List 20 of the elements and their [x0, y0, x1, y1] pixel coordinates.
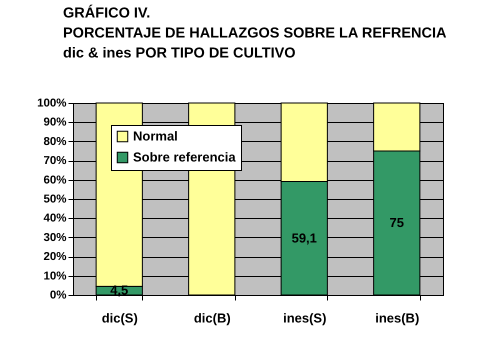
y-tick-label: 60%: [43, 174, 66, 186]
y-tick-label: 20%: [43, 251, 66, 264]
y-tick-label: 90%: [43, 116, 66, 129]
data-label: 59,1: [292, 230, 317, 246]
legend-label: Sobre referencia: [133, 150, 236, 164]
y-tick-label: 100%: [37, 98, 66, 110]
y-tick-label: 10%: [43, 270, 66, 282]
chart-title: GRÁFICO IV. PORCENTAJE DE HALLAZGOS SOBRE LA REFRENCIA dic & ines POR TIPO DE CULTIVO: [63, 4, 447, 62]
y-tick-label: 30%: [43, 232, 66, 244]
y-tick-label: 40%: [43, 212, 66, 225]
y-tick-label: 80%: [43, 136, 66, 148]
y-tick-label: 50%: [43, 194, 66, 206]
y-tick-label: 70%: [43, 155, 66, 168]
data-label: 75: [390, 215, 404, 230]
x-tick-label: dic(B): [194, 310, 231, 326]
x-tick-label: dic(S): [102, 310, 138, 326]
legend-label: Normal: [133, 128, 178, 144]
y-tick-label: 0%: [50, 290, 66, 302]
x-tick-label: ines(S): [283, 310, 326, 326]
x-tick-label: ines(B): [375, 310, 420, 326]
